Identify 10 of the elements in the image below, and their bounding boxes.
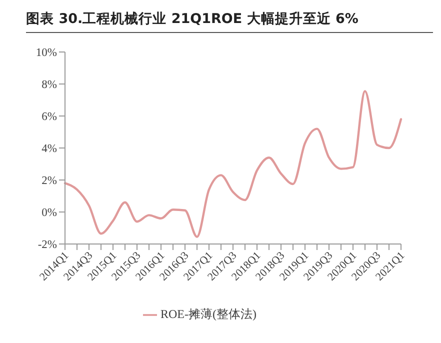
legend-label: ROE-摊薄(整体法)	[160, 307, 256, 321]
y-tick-label: -2%	[38, 239, 58, 252]
line-series	[64, 90, 402, 238]
chart-title: 图表 30.工程机械行业 21Q1ROE 大幅提升至近 6%	[25, 10, 360, 28]
y-tick-label: 6%	[42, 111, 58, 124]
y-tick-label: 8%	[42, 79, 58, 92]
y-tick-label: 10%	[36, 47, 58, 60]
y-tick-label: 0%	[42, 207, 58, 220]
y-tick-label: 2%	[42, 175, 58, 188]
y-tick-label: 4%	[42, 143, 58, 156]
